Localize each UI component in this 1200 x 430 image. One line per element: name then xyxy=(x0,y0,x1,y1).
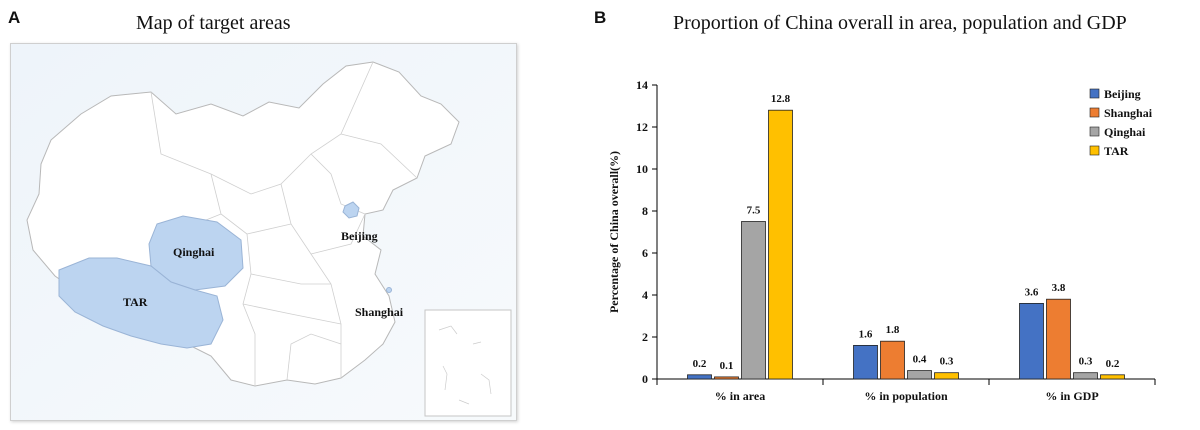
panel-b-title: Proportion of China overall in area, pop… xyxy=(673,12,1127,34)
bar-shanghai-1 xyxy=(880,340,905,380)
data-label: 0.3 xyxy=(940,356,954,368)
bar-qinghai-1 xyxy=(907,370,932,380)
y-tick-label: 10 xyxy=(636,162,648,176)
data-label: 0.3 xyxy=(1079,356,1093,368)
data-label: 0.1 xyxy=(720,360,734,372)
legend-swatch-shanghai xyxy=(1089,107,1100,118)
legend-swatch-tar xyxy=(1089,145,1100,156)
beijing-region xyxy=(342,201,360,219)
data-label: 7.5 xyxy=(747,205,761,217)
legend-swatch-qinghai xyxy=(1089,126,1100,137)
china-map-graphic: Qinghai TAR Beijing Shanghai xyxy=(11,44,516,420)
province-borders xyxy=(150,61,418,386)
legend-label-shanghai: Shanghai xyxy=(1104,106,1153,120)
bar-beijing-1 xyxy=(853,344,878,380)
bar-tar-2 xyxy=(1100,374,1125,380)
data-label: 0.2 xyxy=(693,358,707,370)
panel-b-letter: B xyxy=(594,8,607,27)
data-label: 0.2 xyxy=(1106,358,1120,370)
data-label: 3.6 xyxy=(1025,286,1039,298)
data-label: 12.8 xyxy=(771,93,791,105)
south-china-sea-inset xyxy=(424,309,512,417)
bar-shanghai-0 xyxy=(714,376,739,380)
tar-region xyxy=(58,257,224,349)
bar-qinghai-2 xyxy=(1073,372,1098,380)
qinghai-region xyxy=(148,215,244,291)
bar-qinghai-0 xyxy=(741,221,766,380)
bar-beijing-0 xyxy=(687,374,712,380)
y-tick-label: 0 xyxy=(642,372,648,386)
x-tick-label: % in GDP xyxy=(1045,389,1098,403)
y-tick-label: 2 xyxy=(642,330,648,344)
data-label: 1.8 xyxy=(886,324,900,336)
shanghai-region xyxy=(386,287,392,293)
y-tick-label: 4 xyxy=(642,288,648,302)
panel-a-title: Map of target areas xyxy=(136,12,291,34)
bar-shanghai-2 xyxy=(1046,298,1071,380)
legend-label-qinghai: Qinghai xyxy=(1104,125,1146,139)
bar-tar-0 xyxy=(768,109,793,380)
map-label-qinghai: Qinghai xyxy=(173,245,215,259)
data-label: 0.4 xyxy=(913,354,927,366)
y-tick-label: 6 xyxy=(642,246,648,260)
data-label: 3.8 xyxy=(1052,282,1066,294)
inset-islands xyxy=(438,325,492,405)
legend-swatch-beijing xyxy=(1089,88,1100,99)
data-label: 1.6 xyxy=(859,328,873,340)
y-axis-label: Percentage of China overall(%) xyxy=(607,151,621,313)
map-label-tar: TAR xyxy=(123,295,148,309)
map-label-shanghai: Shanghai xyxy=(355,305,404,319)
bar-chart: 0 2 4 6 8 10 12 14 Percentage of China overall(%… xyxy=(607,78,1156,403)
y-tick-label: 14 xyxy=(636,78,648,92)
y-tick-label: 12 xyxy=(636,120,648,134)
legend-label-tar: TAR xyxy=(1104,144,1129,158)
map-label-beijing: Beijing xyxy=(341,229,378,243)
china-map: Qinghai TAR Beijing Shanghai xyxy=(10,43,517,421)
x-tick-label: % in area xyxy=(715,389,765,403)
bar-tar-1 xyxy=(934,372,959,380)
panel-a-letter: A xyxy=(8,8,21,27)
legend-label-beijing: Beijing xyxy=(1104,87,1141,101)
bar-beijing-2 xyxy=(1019,302,1044,380)
x-tick-label: % in population xyxy=(864,389,948,403)
y-tick-label: 8 xyxy=(642,204,648,218)
